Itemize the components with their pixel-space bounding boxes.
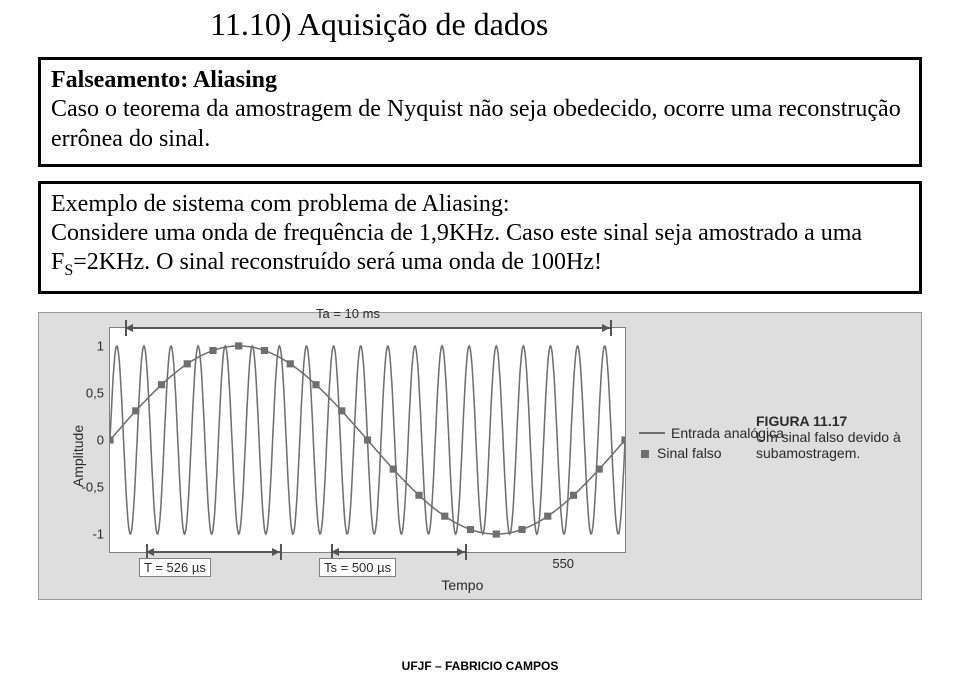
y-axis-label: Amplitude [70, 425, 86, 487]
chart-container: Amplitude Tempo 1 0,5 0 -0,5 -1 550 Ta =… [38, 312, 922, 600]
annot-t: T = 526 µs [139, 558, 211, 577]
chart-panel: Amplitude Tempo 1 0,5 0 -0,5 -1 550 Ta =… [38, 312, 922, 600]
legend-label-alias: Sinal falso [657, 445, 722, 461]
ytick-0: 0 [97, 432, 104, 447]
annot-ts: Ts = 500 µs [319, 558, 396, 577]
ytick-1: 1 [97, 338, 104, 353]
wave-svg [110, 328, 625, 552]
box1-text: Caso o teorema da amostragem de Nyquist … [51, 95, 909, 154]
figure-caption: FIGURA 11.17 Um sinal falso devido à sub… [756, 413, 911, 461]
page-title: 11.10) Aquisição de dados [0, 0, 960, 43]
figure-number: FIGURA 11.17 [756, 413, 911, 429]
box2-sub: S [64, 262, 73, 279]
legend-marker-icon [639, 445, 651, 461]
xtick-550: 550 [552, 556, 574, 571]
box-aliasing-def: Falseamento: Aliasing Caso o teorema da … [38, 57, 922, 167]
box2-line1: Exemplo de sistema com problema de Alias… [51, 190, 909, 219]
box-aliasing-example: Exemplo de sistema com problema de Alias… [38, 181, 922, 294]
x-axis-label: Tempo [441, 577, 483, 593]
ytick-0p5: 0,5 [86, 385, 104, 400]
ytick-m0p5: -0,5 [82, 479, 104, 494]
figure-caption-text: Um sinal falso devido à subamostragem. [756, 429, 911, 461]
plot-area: 1 0,5 0 -0,5 -1 550 Ta = 10 ms [109, 327, 626, 553]
box2-line2: Considere uma onda de frequência de 1,9K… [51, 219, 909, 281]
legend-line-icon [639, 432, 665, 434]
ytick-m1: -1 [92, 526, 104, 541]
footer: UFJF – FABRICIO CAMPOS [0, 659, 960, 673]
box1-heading: Falseamento: Aliasing [51, 66, 909, 95]
box2-line2b: =2KHz. O sinal reconstruído será uma ond… [73, 249, 602, 275]
annot-ta: Ta = 10 ms [316, 306, 380, 321]
